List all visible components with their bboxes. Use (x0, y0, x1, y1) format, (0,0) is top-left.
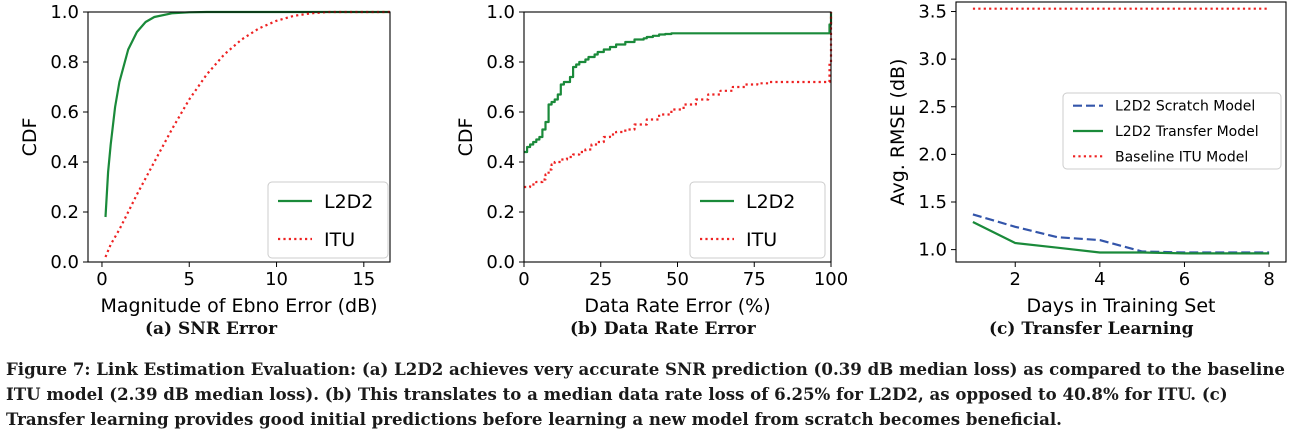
legend-label-2-2: Baseline ITU Model (1115, 149, 1248, 165)
y-tick-label-0-4: 0.8 (50, 52, 79, 73)
y-tick-label-1-0: 0.0 (486, 252, 515, 273)
series-line-1-1 (524, 12, 833, 189)
figure-caption: Figure 7: Link Estimation Evaluation: (a… (6, 359, 1285, 429)
series-line-2-0 (972, 213, 1270, 254)
x-tick-label-2-1: 4 (1094, 269, 1105, 290)
figure-7: 0 5 10 15 0.0 0.2 0.4 0.6 0.8 1.0 Magnitude of Ebn… (19, 1, 1287, 317)
series-line-0-1 (104, 10, 390, 258)
legend-label-1-1: ITU (746, 229, 777, 251)
x-tick-label-0-0: 0 (96, 269, 107, 290)
x-tick-label-2-2: 6 (1179, 269, 1190, 290)
legend-box-2 (1062, 92, 1282, 170)
axes-frame-2 (955, 1, 1287, 263)
y-tick-label-1-3: 0.6 (486, 102, 515, 123)
y-axis-label-1: CDF (455, 118, 477, 157)
legend-label-1-0: L2D2 (746, 191, 795, 213)
y-tick-label-2-1: 1.5 (918, 192, 947, 213)
legend-label-0-0: L2D2 (324, 191, 373, 213)
y-tick-label-0-3: 0.6 (50, 102, 79, 123)
series-line-1-0 (524, 12, 833, 154)
y-tick-label-2-0: 1.0 (918, 240, 947, 261)
x-tick-label-2-3: 8 (1263, 269, 1274, 290)
x-axis-label-0: Magnitude of Ebno Error (dB) (100, 295, 377, 317)
y-tick-label-0-5: 1.0 (50, 2, 79, 23)
series-line-2-1 (972, 221, 1270, 255)
axes-frame-0 (87, 11, 391, 263)
x-tick-label-2-0: 2 (1010, 269, 1021, 290)
x-tick-label-1-2: 50 (666, 269, 689, 290)
y-tick-label-2-5: 3.5 (918, 2, 947, 23)
x-tick-label-0-3: 15 (352, 269, 375, 290)
legend-label-2-0: L2D2 Scratch Model (1115, 99, 1255, 115)
y-axis-label-0: CDF (19, 118, 41, 157)
y-tick-label-0-0: 0.0 (50, 252, 79, 273)
x-tick-label-1-0: 0 (518, 269, 529, 290)
x-tick-label-0-2: 10 (265, 269, 288, 290)
subplot-a-title: (a) SNR Error (145, 319, 278, 339)
y-tick-label-1-4: 0.8 (486, 52, 515, 73)
x-tick-label-0-1: 5 (184, 269, 195, 290)
y-tick-label-1-1: 0.2 (486, 202, 515, 223)
y-tick-label-2-4: 3.0 (918, 49, 947, 70)
y-tick-label-1-2: 0.4 (486, 152, 515, 173)
subplot-b-title: (b) Data Rate Error (570, 319, 756, 339)
x-axis-label-2: Days in Training Set (1026, 295, 1215, 317)
x-tick-label-1-1: 25 (589, 269, 612, 290)
legend-label-0-1: ITU (324, 229, 355, 251)
y-tick-label-1-5: 1.0 (486, 2, 515, 23)
y-tick-label-2-2: 2.0 (918, 144, 947, 165)
x-tick-label-1-3: 75 (743, 269, 766, 290)
y-tick-label-0-1: 0.2 (50, 202, 79, 223)
y-axis-label-2: Avg. RMSE (dB) (887, 59, 909, 206)
y-tick-label-2-3: 2.5 (918, 97, 947, 118)
x-tick-label-1-4: 100 (814, 269, 848, 290)
y-tick-label-0-2: 0.4 (50, 152, 79, 173)
legend-label-2-1: L2D2 Transfer Model (1115, 124, 1259, 140)
subplot-c-title: (c) Transfer Learning (989, 319, 1194, 339)
x-axis-label-1: Data Rate Error (%) (584, 295, 770, 317)
